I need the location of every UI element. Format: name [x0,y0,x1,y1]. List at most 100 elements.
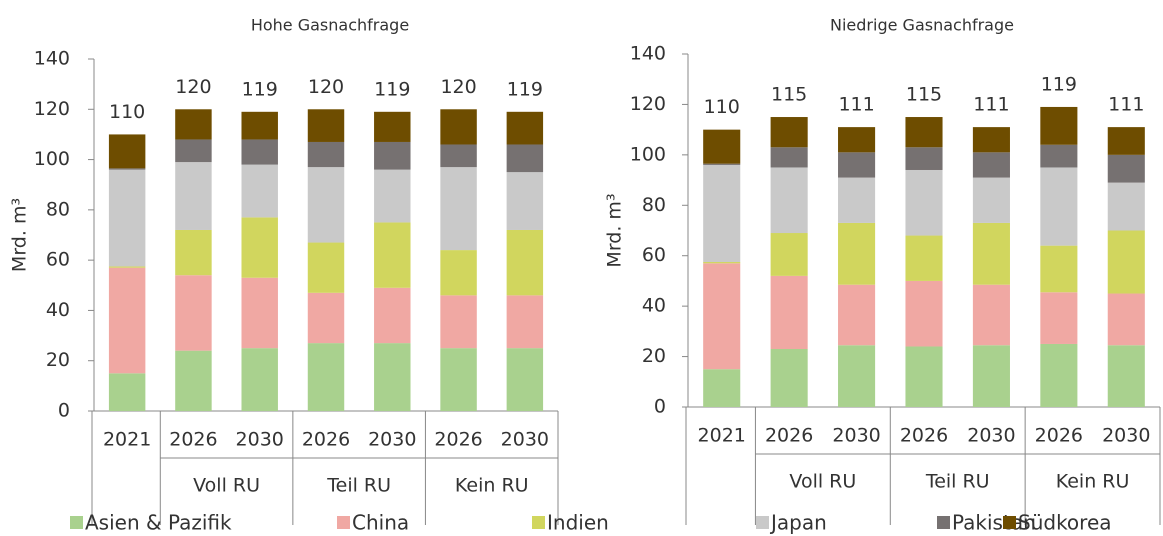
x-tick-label: 2026 [1035,425,1083,447]
bar-segment [374,141,411,170]
bar-segment [703,369,741,407]
total-label: 115 [906,84,942,106]
bar-segment [770,275,808,350]
x-tick-label: 2026 [434,429,482,451]
bar-segment [440,144,477,168]
bar-segment [307,292,345,344]
y-axis-label: Mrd. m³ [9,198,31,272]
bar-segment [374,287,411,344]
bar-segment [175,139,212,163]
y-tick-label: 40 [642,295,666,317]
bar-segment [241,277,278,349]
bar-segment [175,350,212,411]
bar-segment [905,235,943,281]
y-tick-label: 20 [46,349,70,371]
bar-segment [905,346,943,407]
y-tick-label: 0 [58,400,70,422]
bar-segment [1040,144,1078,168]
total-label: 120 [308,76,344,98]
bar-segment [440,167,477,251]
bar-segment [703,263,741,370]
bar-segment [1107,345,1145,407]
bar-segment [1040,106,1078,145]
legend-label: Pakistan [952,511,1036,535]
x-tick-label: 2030 [501,429,549,451]
legend-label: Asien & Pazifik [85,511,232,535]
bar-segment [838,127,876,153]
bar-segment [1040,167,1078,246]
bar-segment [307,167,345,243]
total-label: 120 [175,76,211,98]
bar-segment [972,345,1010,407]
bar-segment [506,111,544,145]
y-tick-label: 140 [630,43,666,65]
legend-swatch [756,516,769,529]
bar-segment [1107,293,1145,346]
group-label: Teil RU [326,475,391,497]
bar-segment [905,280,943,347]
bar-segment [1107,127,1145,155]
x-tick-label: 2021 [698,425,746,447]
bar-segment [703,262,741,264]
legend-swatch [70,516,83,529]
bar-segment [1107,182,1145,231]
x-tick-label: 2030 [1102,425,1150,447]
bar-segment [108,267,146,374]
total-label: 115 [771,84,807,106]
bar-segment [175,275,212,351]
legend-swatch [1003,516,1016,529]
bar-segment [1040,343,1078,407]
bar-segment [905,169,943,236]
bar-segment [972,284,1010,346]
bar-segment [374,343,411,411]
group-label: Voll RU [789,471,856,493]
total-label: 111 [973,94,1009,116]
bar-segment [972,127,1010,153]
bar-segment [108,168,146,170]
y-tick-label: 100 [34,148,70,170]
bar-segment [770,117,808,148]
bar-segment [703,163,741,165]
bar-segment [241,111,278,140]
bar-segment [108,134,146,169]
bar-segment [703,164,741,263]
bar-segment [175,162,212,230]
bar-segment [307,343,345,411]
bar-segment [307,109,345,142]
y-tick-label: 120 [34,98,70,120]
bar-segment [241,164,278,218]
total-label: 111 [838,94,874,116]
bar-segment [307,242,345,293]
legend-swatch [532,516,545,529]
bar-segment [703,129,741,164]
bar-segment [1107,154,1145,183]
total-label: 111 [1108,94,1144,116]
bar-segment [506,172,544,230]
x-tick-label: 2026 [765,425,813,447]
y-tick-label: 80 [642,194,666,216]
bar-segment [374,222,411,288]
bar-segment [972,222,1010,285]
y-tick-label: 20 [642,345,666,367]
bar-segment [440,295,477,349]
bar-segment [440,348,477,411]
bar-segment [108,266,146,268]
group-label: Voll RU [193,475,260,497]
y-tick-label: 60 [642,244,666,266]
total-label: 110 [109,101,145,123]
legend-label: Indien [547,511,609,535]
y-tick-label: 100 [630,143,666,165]
bar-segment [440,250,477,296]
bar-segment [838,177,876,223]
y-tick-label: 60 [46,249,70,271]
total-label: 119 [242,78,278,100]
bar-segment [506,348,544,411]
bar-segment [440,109,477,145]
bar-segment [108,373,146,411]
y-tick-label: 0 [654,396,666,418]
legend-label: China [352,511,409,535]
bar-segment [241,217,278,278]
bar-segment [972,177,1010,223]
bar-segment [770,349,808,407]
